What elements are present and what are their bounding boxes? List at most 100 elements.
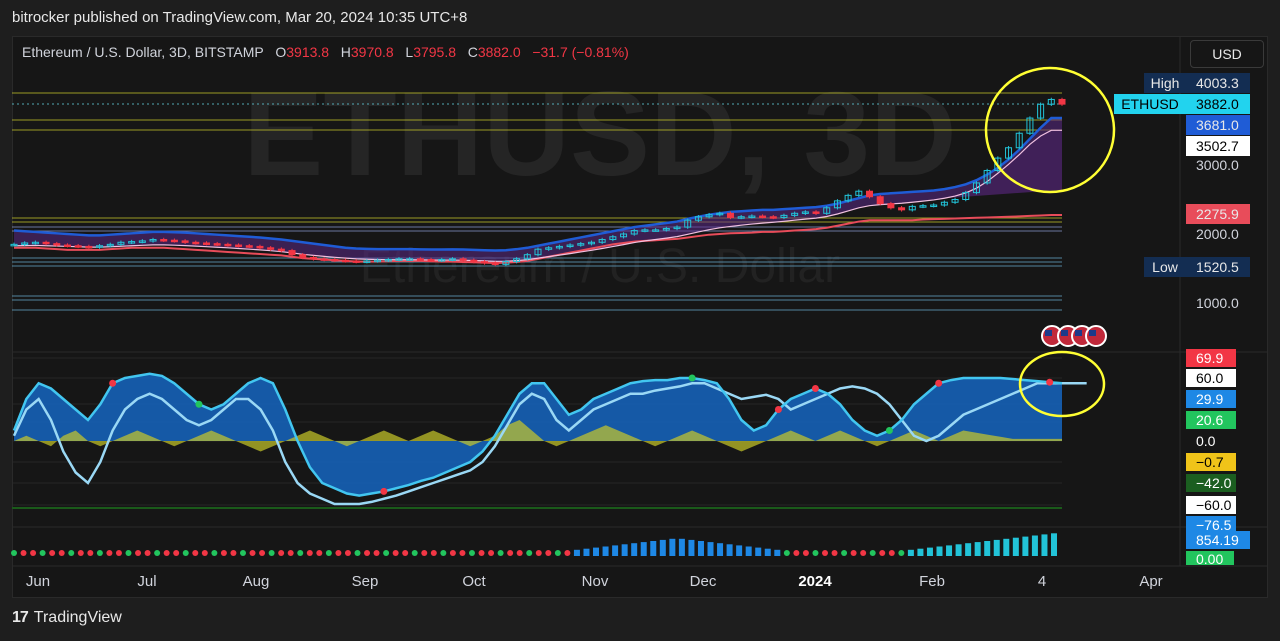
histogram-dot — [316, 550, 323, 556]
price-badge-bg — [1186, 115, 1250, 135]
osc-tick-label: −42.0 — [1196, 475, 1232, 491]
price-badge-value: 4003.3 — [1196, 75, 1239, 91]
histogram-bar — [1012, 537, 1019, 556]
candle-body — [459, 258, 467, 261]
price-badge-name-bg — [1114, 94, 1186, 114]
candle-body — [74, 245, 82, 248]
candle-body — [844, 194, 852, 202]
upper-band-line — [13, 116, 1062, 252]
histogram-dot — [850, 550, 857, 556]
osc-tick-label: −60.0 — [1196, 497, 1232, 513]
histogram-dot — [211, 550, 218, 556]
currency-button[interactable]: USD — [1190, 40, 1264, 68]
histogram-bar — [955, 544, 962, 556]
signal-dot — [380, 487, 388, 495]
histogram-bar — [573, 549, 580, 556]
candle-body — [491, 262, 499, 265]
candle-body — [1037, 103, 1045, 119]
annotation-circle — [984, 66, 1116, 194]
candle-body — [448, 258, 456, 261]
candle-body — [374, 259, 382, 263]
candle-body — [138, 240, 146, 243]
candle-body — [21, 242, 29, 245]
histogram-dot — [869, 550, 876, 556]
histogram-dot — [163, 550, 170, 556]
histogram-dot — [822, 550, 829, 556]
osc-label-bg — [1186, 369, 1236, 387]
close-label: C — [467, 44, 478, 60]
histogram-dot — [144, 550, 151, 556]
time-tick-label: 4 — [1038, 573, 1046, 590]
candle-body — [181, 240, 189, 243]
candle-body — [342, 259, 350, 263]
candle-body — [716, 212, 724, 216]
signal-dot — [1046, 378, 1054, 386]
osc-tick-label: 69.9 — [1196, 350, 1223, 366]
histogram-dot — [364, 550, 371, 556]
candle-body — [384, 259, 392, 262]
candle-body — [256, 245, 264, 249]
time-tick-label: Oct — [462, 573, 486, 590]
price-badge-value: 3882.0 — [1196, 96, 1239, 112]
histogram-dot — [383, 550, 390, 556]
signal-dot — [935, 379, 943, 387]
histogram-dot — [535, 550, 542, 556]
histogram-dot — [220, 550, 227, 556]
histogram-dot — [526, 550, 533, 556]
candle-body — [395, 258, 403, 261]
histogram-dot — [459, 550, 466, 556]
candle-body — [684, 219, 692, 228]
time-tick-label: Apr — [1139, 573, 1162, 590]
candle-body — [63, 244, 71, 248]
candle-body — [481, 261, 489, 264]
histogram-dot — [49, 550, 56, 556]
candle-body — [705, 214, 713, 218]
histogram-dot — [297, 550, 304, 556]
histogram-dot — [268, 550, 275, 556]
low-label: L — [405, 44, 414, 60]
candle-body — [277, 248, 285, 252]
candle-body — [587, 241, 595, 245]
signal-dot — [688, 374, 696, 382]
osc-label-bg — [1186, 474, 1236, 492]
histogram-bar — [993, 539, 1000, 556]
histogram-dot — [77, 550, 84, 556]
price-tick-label: 2000.0 — [1196, 226, 1239, 242]
price-badge-name: High — [1151, 75, 1180, 91]
histogram-dot — [20, 550, 27, 556]
histogram-bar — [774, 549, 781, 556]
histogram-bar — [697, 541, 704, 556]
candle-body — [780, 214, 788, 218]
histogram-dot — [68, 550, 75, 556]
candle-body — [85, 245, 93, 249]
candle-body — [791, 212, 799, 216]
signal-dot — [109, 379, 117, 387]
osc-tick-label: 60.0 — [1196, 370, 1223, 386]
histogram-dot — [478, 550, 485, 556]
candle-body — [53, 243, 61, 246]
histogram-dot — [39, 550, 46, 556]
osc-label-bg — [1186, 411, 1236, 429]
price-badge-bg — [1186, 136, 1250, 156]
candle-body — [609, 236, 617, 241]
osc-label-bg — [1186, 390, 1236, 408]
histogram-dot — [115, 550, 122, 556]
osc-label-bg — [1186, 349, 1236, 367]
close-value: 3882.0 — [477, 44, 521, 60]
osc-tick-label: 0.0 — [1196, 433, 1216, 449]
candle-body — [555, 245, 563, 249]
price-badge-bg — [1186, 73, 1250, 93]
candle-body — [866, 190, 874, 198]
us-flag-canton — [1075, 330, 1082, 336]
osc-tick-label: 20.6 — [1196, 412, 1223, 428]
candle-body — [1058, 98, 1066, 105]
price-tick-label: 3000.0 — [1196, 157, 1239, 173]
candle-body — [930, 204, 938, 208]
us-flag-canton — [1061, 330, 1068, 336]
candle-body — [117, 241, 125, 245]
candle-body — [972, 182, 980, 194]
histogram-bar — [717, 543, 724, 556]
candle-body — [598, 239, 606, 243]
footer-brand: 17 TradingView — [12, 609, 122, 627]
